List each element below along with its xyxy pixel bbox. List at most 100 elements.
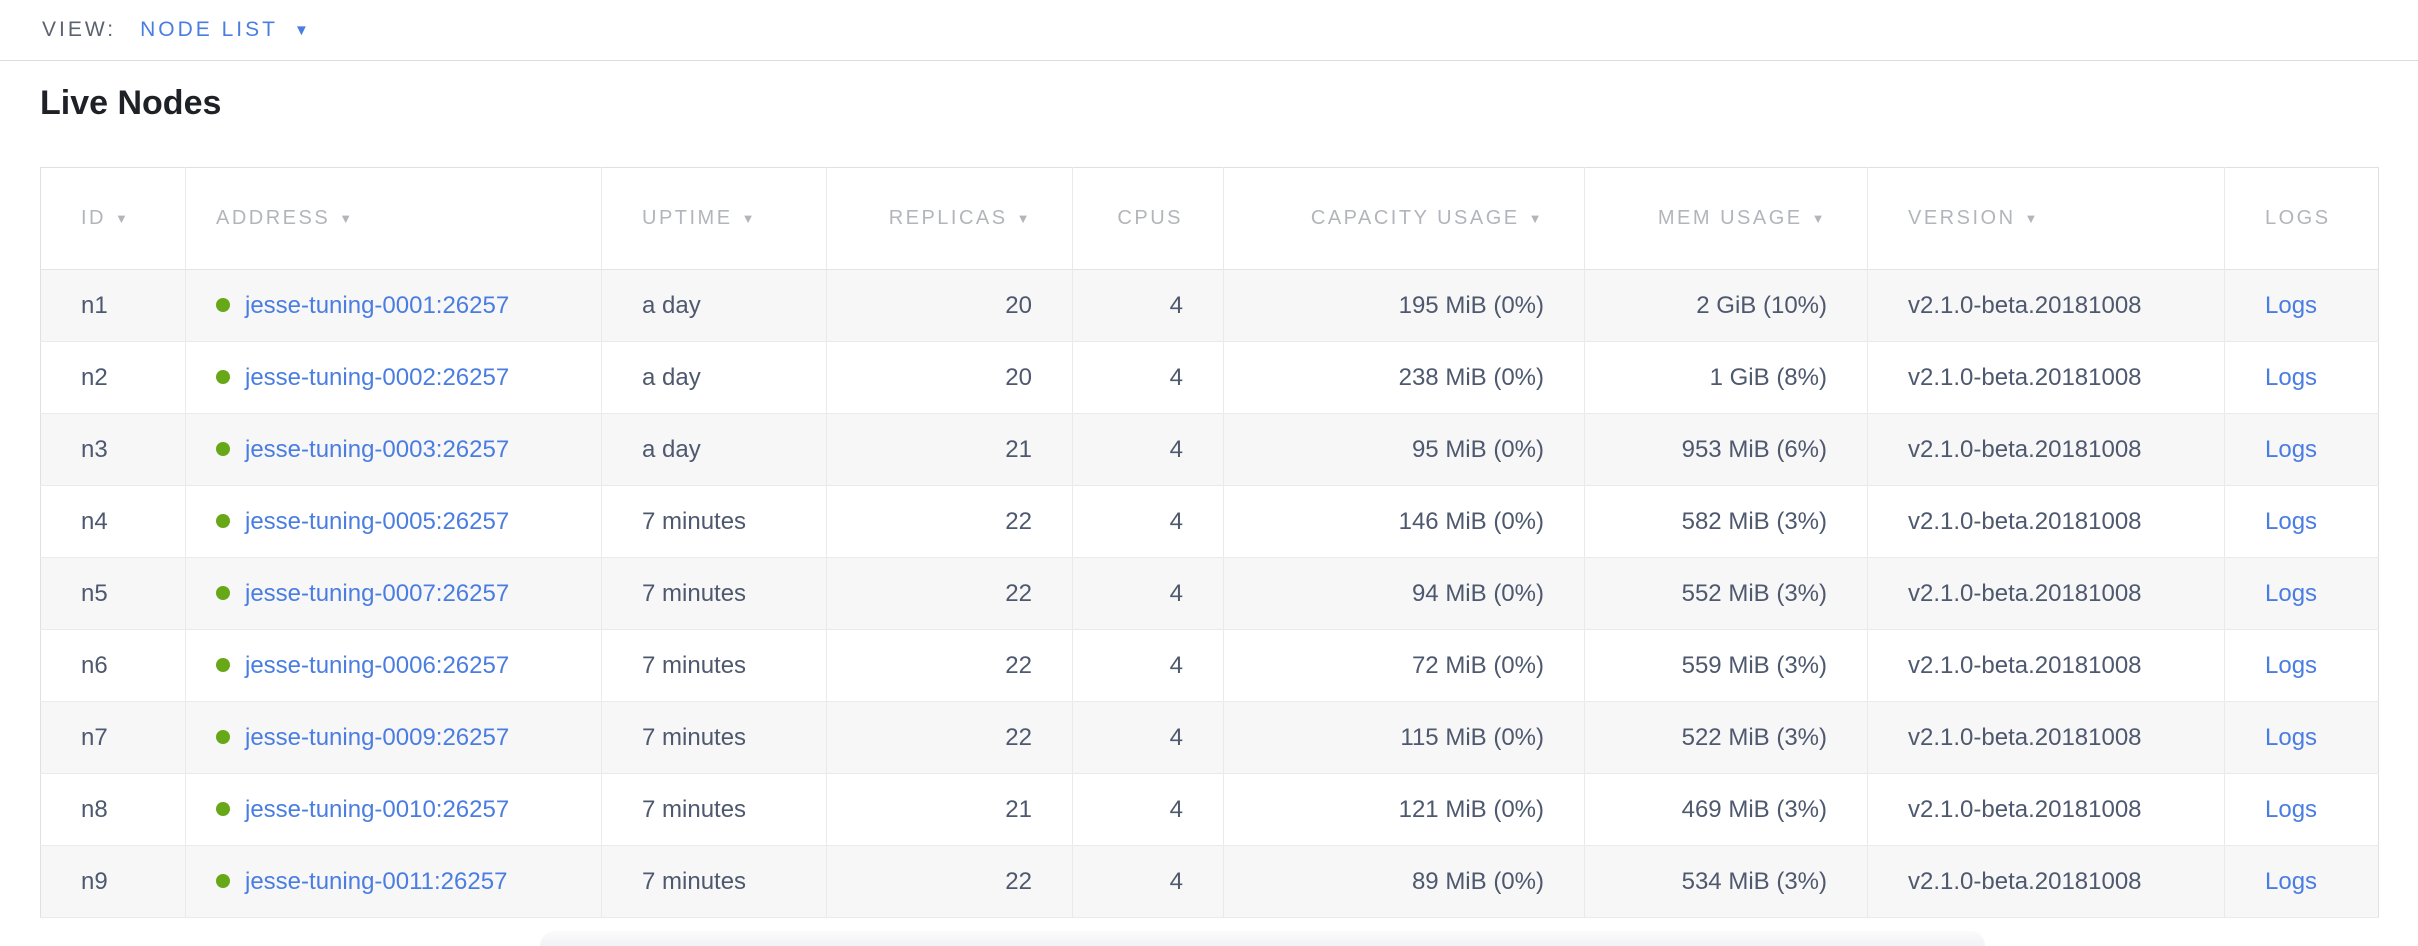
address-link[interactable]: jesse-tuning-0005:26257	[245, 507, 510, 535]
table-row: n5 jesse-tuning-0007:26257 7 minutes 22 …	[40, 557, 2379, 630]
address-link[interactable]: jesse-tuning-0010:26257	[245, 795, 510, 823]
cell-address: jesse-tuning-0011:26257	[185, 845, 602, 918]
cell-cpus: 4	[1072, 701, 1224, 774]
logs-link[interactable]: Logs	[2265, 291, 2318, 319]
logs-link[interactable]: Logs	[2265, 363, 2318, 391]
cell-version: v2.1.0-beta.20181008	[1867, 701, 2225, 774]
cell-version: v2.1.0-beta.20181008	[1867, 845, 2225, 918]
view-selector-bar: VIEW: NODE LIST ▼	[0, 0, 2418, 61]
cell-logs: Logs	[2224, 485, 2379, 558]
logs-link[interactable]: Logs	[2265, 507, 2318, 535]
cell-uptime: a day	[601, 269, 827, 342]
cell-replicas: 20	[826, 341, 1073, 414]
cell-address: jesse-tuning-0005:26257	[185, 485, 602, 558]
cell-mem-usage: 469 MiB (3%)	[1584, 773, 1868, 846]
cell-cpus: 4	[1072, 845, 1224, 918]
table-row: n3 jesse-tuning-0003:26257 a day 21 4 95…	[40, 413, 2379, 486]
address-link[interactable]: jesse-tuning-0009:26257	[245, 723, 510, 751]
column-header-label: REPLICAS	[888, 207, 1008, 229]
chevron-down-icon: ▼	[293, 21, 309, 39]
cell-node-id: n5	[40, 557, 186, 630]
cell-version: v2.1.0-beta.20181008	[1867, 557, 2225, 630]
cell-node-id: n6	[40, 629, 186, 702]
column-header-uptime[interactable]: UPTIME ▼	[601, 167, 827, 270]
cell-mem-usage: 534 MiB (3%)	[1584, 845, 1868, 918]
cell-version: v2.1.0-beta.20181008	[1867, 629, 2225, 702]
cell-uptime: 7 minutes	[601, 701, 827, 774]
cell-capacity-usage: 72 MiB (0%)	[1223, 629, 1585, 702]
cell-logs: Logs	[2224, 845, 2379, 918]
cell-capacity-usage: 146 MiB (0%)	[1223, 485, 1585, 558]
cell-mem-usage: 552 MiB (3%)	[1584, 557, 1868, 630]
cell-uptime: 7 minutes	[601, 629, 827, 702]
address-link[interactable]: jesse-tuning-0011:26257	[245, 867, 508, 895]
cell-node-id: n3	[40, 413, 186, 486]
cell-address: jesse-tuning-0001:26257	[185, 269, 602, 342]
logs-link[interactable]: Logs	[2265, 867, 2318, 895]
address-link[interactable]: jesse-tuning-0001:26257	[245, 291, 510, 319]
logs-link[interactable]: Logs	[2265, 651, 2318, 679]
live-status-icon	[216, 441, 230, 456]
view-dropdown[interactable]: NODE LIST ▼	[140, 18, 309, 42]
page-title: Live Nodes	[40, 84, 222, 122]
logs-link[interactable]: Logs	[2265, 723, 2318, 751]
column-header-id[interactable]: ID ▼	[40, 167, 186, 270]
cell-node-id: n4	[40, 485, 186, 558]
live-status-icon	[216, 801, 230, 816]
sort-arrow-icon: ▼	[339, 211, 355, 226]
cell-uptime: 7 minutes	[601, 557, 827, 630]
column-header-label: ID	[81, 207, 106, 229]
cell-cpus: 4	[1072, 629, 1224, 702]
cell-uptime: a day	[601, 341, 827, 414]
column-header-cpus: CPUS	[1072, 167, 1224, 270]
next-section-top-edge	[540, 931, 1985, 946]
cell-version: v2.1.0-beta.20181008	[1867, 485, 2225, 558]
cell-uptime: 7 minutes	[601, 773, 827, 846]
column-header-label: CAPACITY USAGE	[1310, 207, 1520, 229]
cell-logs: Logs	[2224, 629, 2379, 702]
cell-version: v2.1.0-beta.20181008	[1867, 269, 2225, 342]
column-header-replicas[interactable]: REPLICAS ▼	[826, 167, 1073, 270]
address-link[interactable]: jesse-tuning-0006:26257	[245, 651, 510, 679]
address-link[interactable]: jesse-tuning-0007:26257	[245, 579, 510, 607]
cell-mem-usage: 2 GiB (10%)	[1584, 269, 1868, 342]
cell-cpus: 4	[1072, 485, 1224, 558]
sort-arrow-icon: ▼	[1528, 211, 1544, 226]
logs-link[interactable]: Logs	[2265, 435, 2318, 463]
sort-arrow-icon: ▼	[1016, 211, 1032, 226]
table-row: n4 jesse-tuning-0005:26257 7 minutes 22 …	[40, 485, 2379, 558]
address-link[interactable]: jesse-tuning-0003:26257	[245, 435, 510, 463]
cell-replicas: 22	[826, 557, 1073, 630]
cell-version: v2.1.0-beta.20181008	[1867, 341, 2225, 414]
live-nodes-table: ID ▼ ADDRESS ▼ UPTIME ▼ REPLICAS ▼ CPUS CAPACITY …	[40, 167, 2379, 918]
column-header-label: LOGS	[2265, 207, 2331, 229]
column-header-address[interactable]: ADDRESS ▼	[185, 167, 602, 270]
cell-uptime: 7 minutes	[601, 845, 827, 918]
cell-logs: Logs	[2224, 557, 2379, 630]
column-header-capacity[interactable]: CAPACITY USAGE ▼	[1223, 167, 1585, 270]
cell-capacity-usage: 115 MiB (0%)	[1223, 701, 1585, 774]
cell-replicas: 22	[826, 701, 1073, 774]
live-status-icon	[216, 873, 230, 888]
cell-cpus: 4	[1072, 269, 1224, 342]
cell-replicas: 20	[826, 269, 1073, 342]
cell-cpus: 4	[1072, 557, 1224, 630]
cell-node-id: n9	[40, 845, 186, 918]
cell-capacity-usage: 89 MiB (0%)	[1223, 845, 1585, 918]
address-link[interactable]: jesse-tuning-0002:26257	[245, 363, 510, 391]
logs-link[interactable]: Logs	[2265, 579, 2318, 607]
column-header-version[interactable]: VERSION ▼	[1867, 167, 2225, 270]
cell-mem-usage: 559 MiB (3%)	[1584, 629, 1868, 702]
cell-replicas: 21	[826, 773, 1073, 846]
cell-logs: Logs	[2224, 701, 2379, 774]
cell-capacity-usage: 238 MiB (0%)	[1223, 341, 1585, 414]
live-status-icon	[216, 729, 230, 744]
column-header-mem[interactable]: MEM USAGE ▼	[1584, 167, 1868, 270]
cell-capacity-usage: 195 MiB (0%)	[1223, 269, 1585, 342]
table-row: n6 jesse-tuning-0006:26257 7 minutes 22 …	[40, 629, 2379, 702]
live-status-icon	[216, 657, 230, 672]
table-row: n8 jesse-tuning-0010:26257 7 minutes 21 …	[40, 773, 2379, 846]
cell-mem-usage: 953 MiB (6%)	[1584, 413, 1868, 486]
cell-logs: Logs	[2224, 413, 2379, 486]
logs-link[interactable]: Logs	[2265, 795, 2318, 823]
